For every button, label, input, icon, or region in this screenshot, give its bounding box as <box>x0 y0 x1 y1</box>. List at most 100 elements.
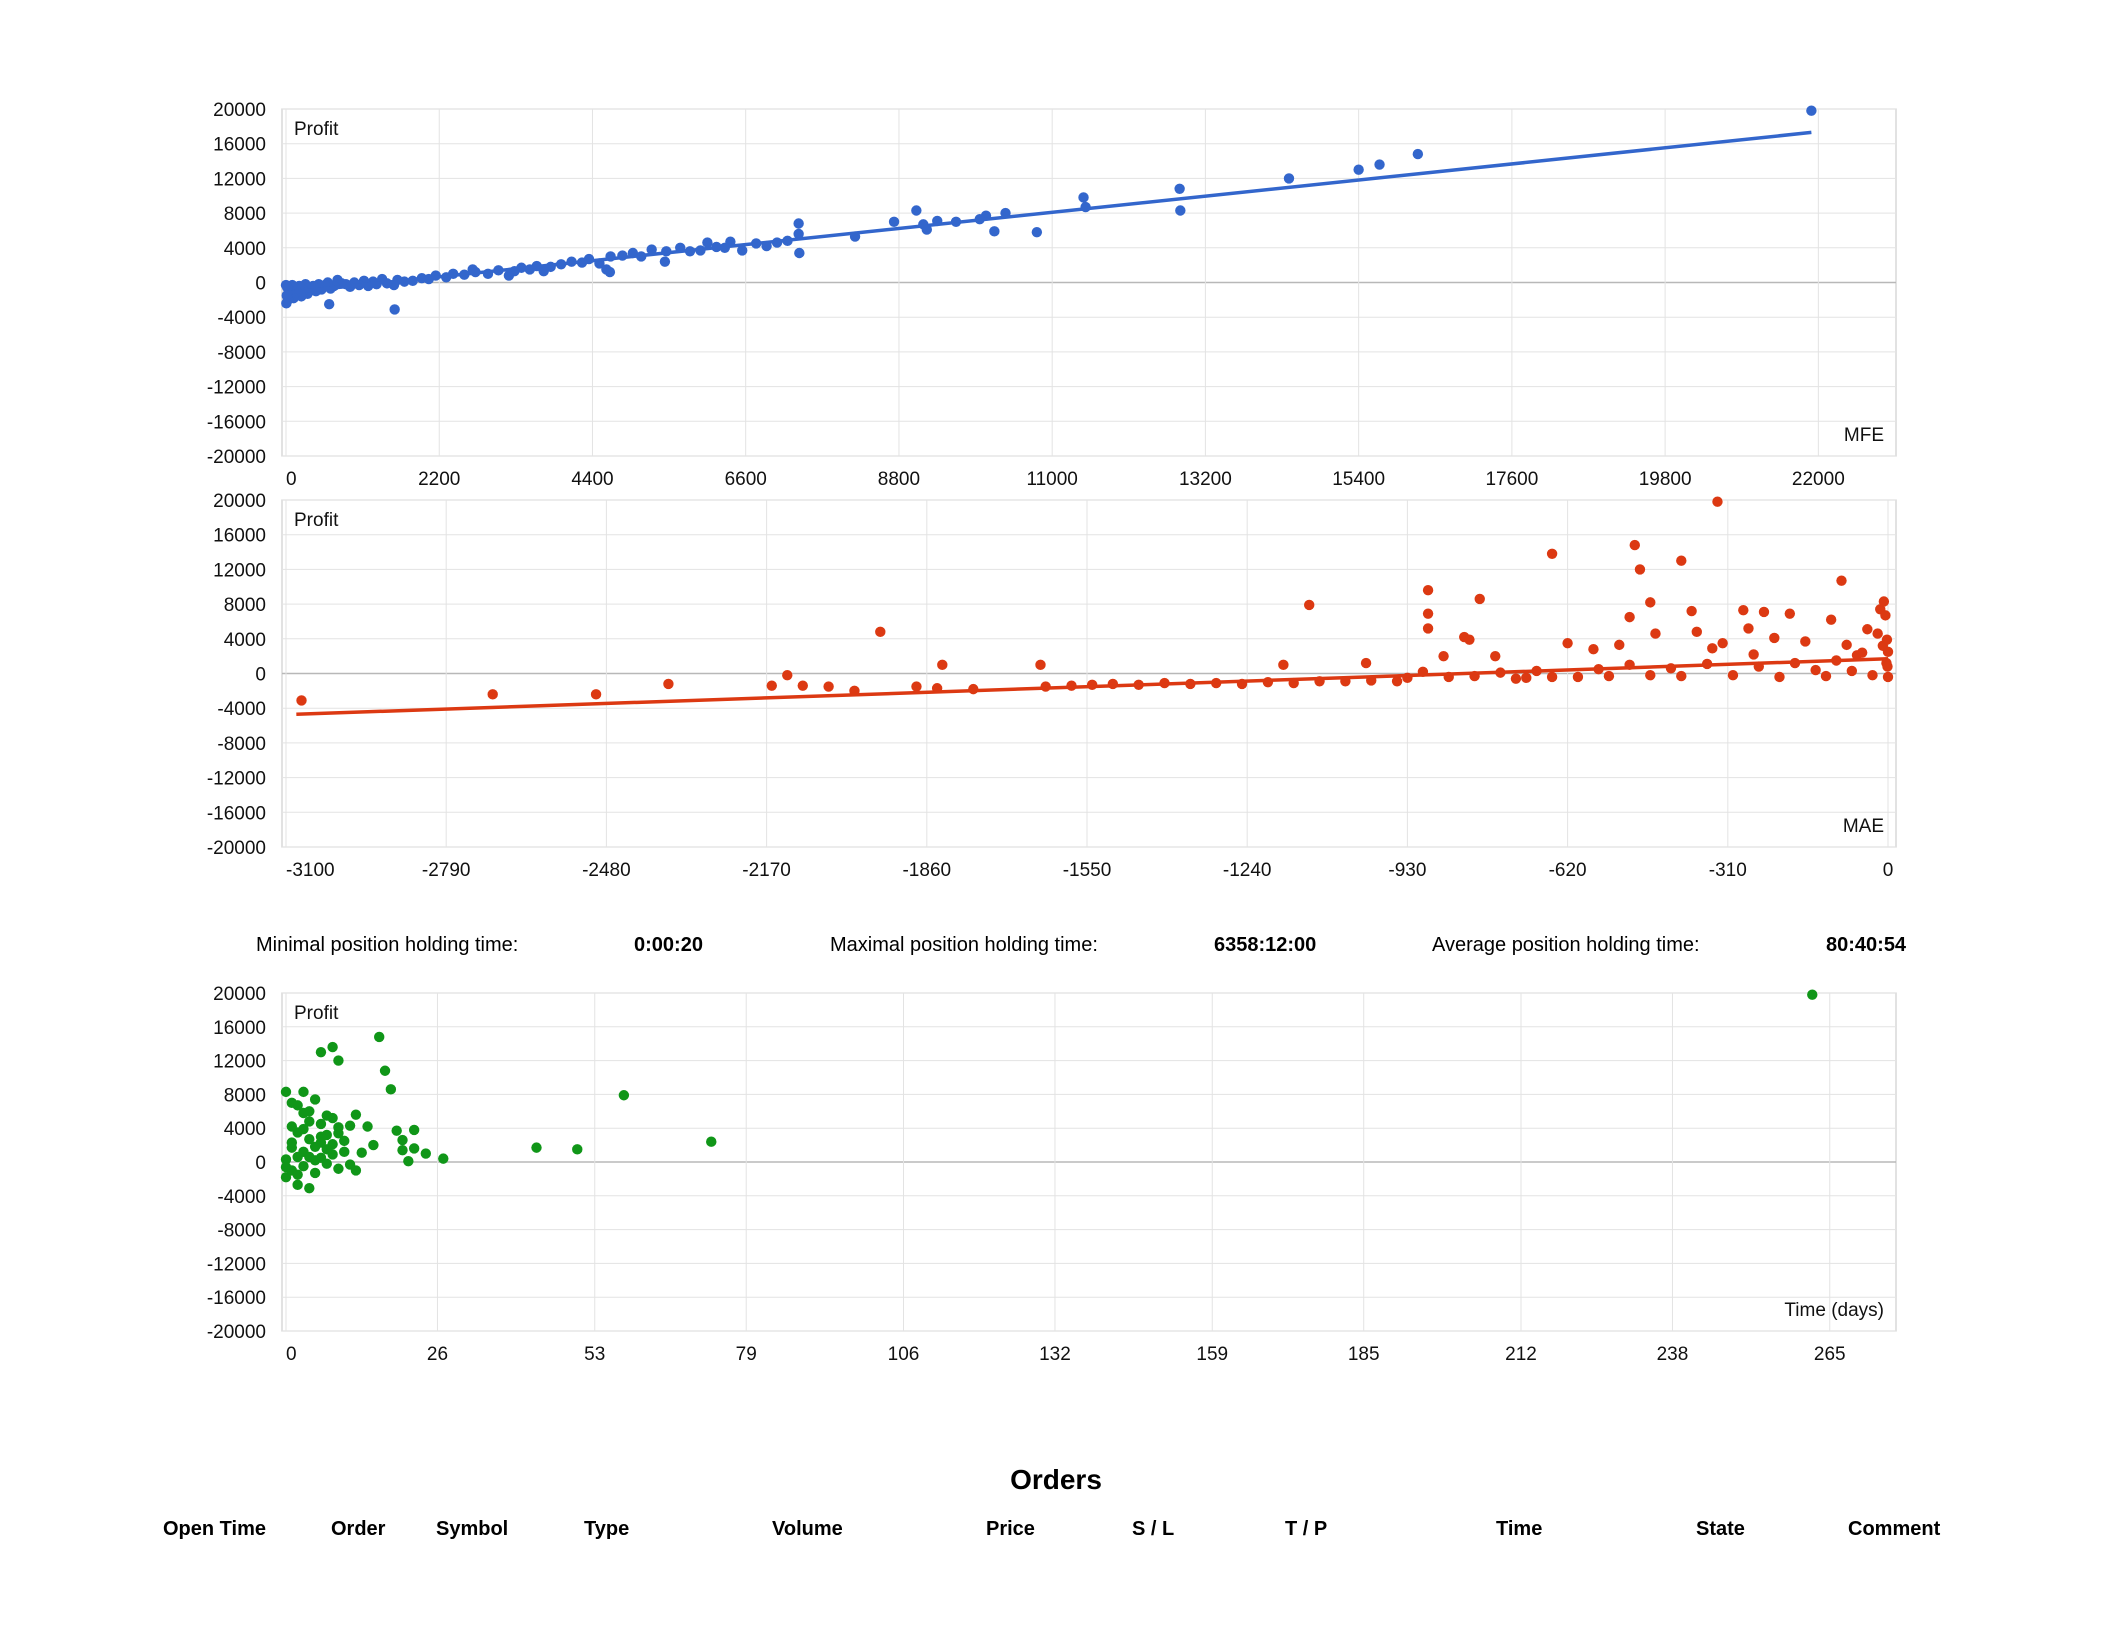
holding-point <box>374 1031 385 1043</box>
mfe-point <box>1174 183 1185 195</box>
mae-point <box>797 680 808 691</box>
mfe-point <box>911 205 922 216</box>
holding-point <box>403 1155 414 1167</box>
mae-trend-line <box>296 657 1889 717</box>
holding-x-tick-label: 238 <box>1657 1344 1689 1365</box>
holding-x-tick-label: 53 <box>584 1344 605 1365</box>
holding-point <box>327 1041 338 1053</box>
holding-time-scatter-chart: 20000 16000 12000 8000 4000 0 -4000 -8000 -12000… <box>207 984 1897 1365</box>
holding-y-tick-label: -8000 <box>217 1221 266 1242</box>
mfe-y-tick-label: -12000 <box>207 378 266 399</box>
holding-point <box>315 1118 327 1130</box>
holding-point <box>420 1148 432 1159</box>
holding-point <box>1807 989 1818 1000</box>
mae-point <box>1676 670 1687 682</box>
holding-point <box>350 1109 362 1120</box>
mfe-point <box>1412 148 1424 160</box>
mfe-corner-label: Profit <box>294 119 339 140</box>
min-holding-label: Minimal position holding time: <box>256 934 519 956</box>
mae-point <box>911 681 922 692</box>
holding-point <box>292 1100 303 1111</box>
orders-col-sl: S / L <box>1132 1518 1175 1540</box>
holding-point <box>356 1147 367 1158</box>
orders-col-comment: Comment <box>1848 1518 1941 1540</box>
mfe-x-tick-label: 2200 <box>418 469 460 490</box>
orders-col-price: Price <box>986 1518 1035 1540</box>
mae-point <box>1588 644 1599 655</box>
mae-point <box>1035 659 1046 671</box>
holding-point <box>368 1139 379 1151</box>
mfe-point <box>538 266 549 277</box>
mae-point <box>1784 608 1796 619</box>
mfe-axis-label: MFE <box>1844 425 1884 446</box>
mae-x-tick-label: -1550 <box>1063 860 1112 881</box>
holding-x-tick-label: 132 <box>1039 1344 1071 1365</box>
mae-y-tick-label: -4000 <box>217 699 266 720</box>
holding-point <box>618 1090 630 1101</box>
mae-point <box>1464 634 1475 645</box>
holding-point <box>309 1167 321 1179</box>
mae-y-tick-label: -16000 <box>207 803 266 824</box>
holding-point <box>333 1163 344 1174</box>
holding-point <box>298 1107 309 1119</box>
mae-point <box>1712 496 1723 507</box>
mae-x-tick-label: -620 <box>1549 860 1587 881</box>
holding-point <box>280 1086 292 1098</box>
orders-title: Orders <box>1010 1464 1102 1495</box>
mfe-x-tick-label: 8800 <box>878 469 920 490</box>
mae-point <box>1391 676 1403 687</box>
mae-point <box>766 680 777 691</box>
mae-x-tick-label: -1860 <box>902 860 951 881</box>
mae-point <box>823 681 834 692</box>
mfe-x-tick-label: 15400 <box>1332 469 1385 490</box>
holding-point <box>391 1125 402 1136</box>
mae-point <box>1727 670 1739 681</box>
mae-point <box>1880 610 1891 621</box>
mae-point <box>1862 624 1873 635</box>
orders-col-order: Order <box>331 1518 386 1540</box>
holding-point <box>304 1182 315 1194</box>
holding-x-tick-label: 0 <box>286 1344 297 1365</box>
orders-col-open-time: Open Time <box>163 1518 266 1540</box>
mae-point <box>1882 646 1894 658</box>
mae-point <box>1676 555 1687 566</box>
orders-table-header: Open Time Order Symbol Type Volume Price… <box>0 1518 2112 1548</box>
mfe-y-tick-label: 16000 <box>213 135 266 156</box>
mae-point <box>1603 670 1615 682</box>
mae-point <box>1872 628 1883 639</box>
holding-y-tick-label: -16000 <box>207 1288 266 1309</box>
mae-point <box>1836 575 1847 586</box>
holding-point <box>408 1124 420 1136</box>
mfe-point <box>281 298 292 309</box>
holding-point <box>298 1161 309 1172</box>
min-holding-value: 0:00:20 <box>634 934 703 956</box>
holding-y-tick-label: 20000 <box>213 984 266 1005</box>
orders-col-time: Time <box>1496 1518 1543 1540</box>
holding-point <box>286 1121 298 1132</box>
holding-point <box>706 1136 717 1147</box>
mfe-point <box>1031 226 1043 238</box>
mae-point <box>1825 614 1837 625</box>
mfe-point <box>989 226 1000 237</box>
mfe-point <box>280 279 292 291</box>
mae-y-tick-label: 16000 <box>213 526 266 547</box>
mae-point <box>1769 632 1780 644</box>
holding-point <box>408 1143 420 1154</box>
mae-point <box>1841 639 1852 651</box>
mae-y-tick-label: 20000 <box>213 491 266 512</box>
mfe-trend-line <box>285 130 1812 295</box>
holding-point <box>339 1146 350 1158</box>
holding-point <box>292 1169 303 1180</box>
mfe-point <box>1078 192 1089 203</box>
mfe-point <box>1806 105 1817 116</box>
mfe-point <box>1353 164 1364 175</box>
orders-col-type: Type <box>584 1518 630 1540</box>
mae-x-tick-label: -310 <box>1709 860 1747 881</box>
holding-y-tick-label: 12000 <box>213 1052 266 1073</box>
mfe-point <box>702 237 713 248</box>
holding-point <box>309 1094 321 1105</box>
holding-point <box>350 1165 362 1176</box>
mae-point <box>1422 608 1434 619</box>
mae-point <box>1691 626 1702 638</box>
mfe-x-tick-label: 17600 <box>1485 469 1538 490</box>
